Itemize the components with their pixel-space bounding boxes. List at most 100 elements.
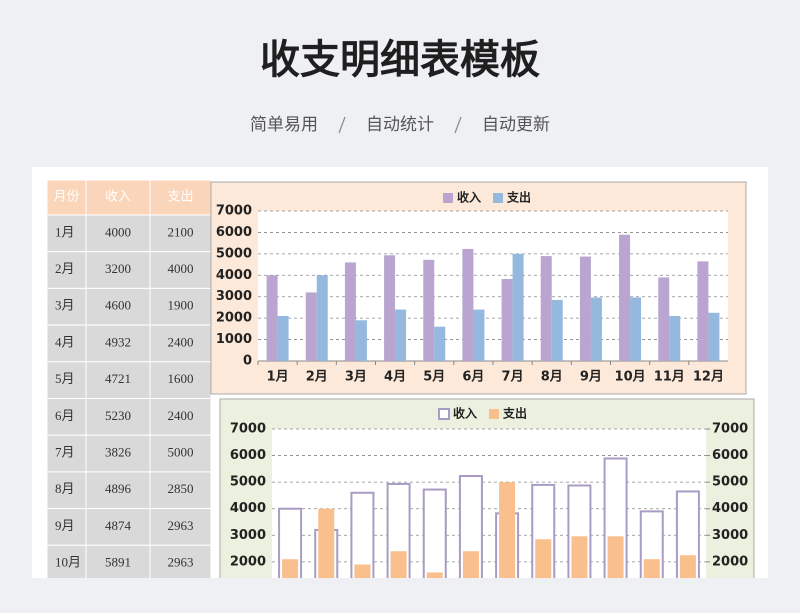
y-tick-label: 4000: [230, 501, 266, 516]
y-tick-label: 6000: [216, 225, 252, 240]
bar: [535, 539, 552, 578]
bar: [316, 275, 328, 361]
bar: [603, 457, 628, 578]
x-tick-label: 12月: [693, 370, 724, 385]
bar: [473, 309, 485, 361]
y-tick-label: 3000: [230, 528, 266, 543]
y2-tick-label: 2000: [712, 554, 748, 569]
cell-text: 8月: [55, 481, 75, 496]
y-tick-label: 3000: [216, 289, 252, 304]
x-tick-label: 8月: [541, 370, 563, 385]
cell-text: 1600: [168, 371, 194, 386]
cell-text: 4000: [105, 224, 131, 239]
y-tick-label: 2000: [216, 311, 252, 326]
bar: [354, 564, 371, 578]
cell-text: 5230: [105, 408, 131, 423]
cell-text: 2963: [168, 555, 194, 570]
y-tick-label: 5000: [230, 475, 266, 490]
bar: [282, 559, 299, 578]
cell-text: 3200: [105, 261, 131, 276]
table-cell: [149, 398, 212, 436]
y-tick-label: 6000: [230, 448, 266, 463]
bar: [386, 482, 411, 578]
tag: 自动更新: [482, 115, 550, 135]
y2-tick-label: 7000: [712, 422, 748, 437]
table-cell: [149, 251, 212, 289]
bar: [619, 234, 631, 361]
x-tick-label: 11月: [654, 370, 685, 385]
cell-text: 7月: [55, 445, 75, 460]
y2-tick-label: 4000: [712, 501, 748, 516]
x-tick-label: 10月: [615, 370, 646, 385]
table-cell: [85, 324, 151, 363]
title: 收支明细表模板: [260, 37, 540, 83]
x-tick-label: 2月: [306, 370, 328, 385]
bar: [540, 256, 552, 361]
tag: 自动统计: [366, 115, 434, 135]
bar: [697, 261, 709, 361]
bar: [708, 312, 720, 361]
cell-text: 2月: [55, 261, 75, 276]
x-tick-label: 5月: [423, 370, 445, 385]
header-cell: [46, 179, 87, 216]
y2-tick-label: 5000: [712, 475, 748, 490]
bar: [305, 292, 317, 361]
cell-text: 5891: [105, 555, 131, 570]
cell-text: 2850: [168, 481, 194, 496]
y-tick-label: 0: [243, 354, 252, 369]
x-tick-label: 7月: [502, 370, 524, 385]
cell-text: 4932: [105, 334, 131, 349]
y-tick-label: 1000: [216, 332, 252, 347]
cell-text: 2963: [168, 518, 194, 533]
y2-tick-label: 3000: [712, 528, 748, 543]
plot-area: [272, 429, 706, 578]
bar: [350, 491, 375, 578]
legend-swatch: [493, 193, 503, 203]
table-cell: [149, 544, 212, 578]
tag: 简单易用: [250, 115, 318, 135]
bar: [462, 248, 474, 361]
table-cell: [85, 251, 151, 289]
cell-text: 4000: [168, 261, 194, 276]
bar: [501, 279, 513, 361]
cell-text: 1900: [168, 298, 194, 313]
cell-text: 5000: [168, 445, 194, 460]
bar: [462, 551, 479, 578]
cell-text: 4721: [105, 371, 131, 386]
x-tick-label: 1月: [267, 370, 289, 385]
legend-label: 收入: [457, 190, 481, 205]
table-cell: [46, 361, 87, 399]
table-cell: [46, 287, 87, 326]
bar: [422, 488, 447, 578]
table-cell: [149, 324, 212, 363]
bar: [512, 253, 524, 361]
legend-label: 支出: [506, 190, 531, 205]
header-label: 支出: [167, 188, 193, 203]
bar: [607, 536, 624, 578]
table-cell: [85, 287, 151, 326]
cell-text: 1月: [55, 224, 75, 239]
bar: [679, 555, 696, 578]
table-cell: [46, 251, 87, 289]
header-label: 月份: [53, 188, 79, 203]
y-tick-label: 4000: [216, 268, 252, 283]
table-cell: [85, 544, 151, 578]
bar: [658, 277, 670, 361]
bar: [355, 320, 367, 361]
y-tick-label: 7000: [230, 422, 266, 437]
cell-text: 2400: [168, 408, 194, 423]
cell-text: 10月: [55, 555, 81, 570]
bar: [630, 297, 642, 361]
cell-text: 4月: [55, 334, 75, 349]
cell-text: 2100: [168, 224, 194, 239]
bar: [344, 262, 356, 361]
cell-text: 6月: [55, 408, 75, 423]
separator: [454, 116, 462, 134]
bar: [395, 309, 407, 361]
bar: [579, 256, 591, 361]
header-cell: [149, 179, 212, 216]
bar: [318, 508, 335, 578]
bar: [277, 316, 289, 361]
